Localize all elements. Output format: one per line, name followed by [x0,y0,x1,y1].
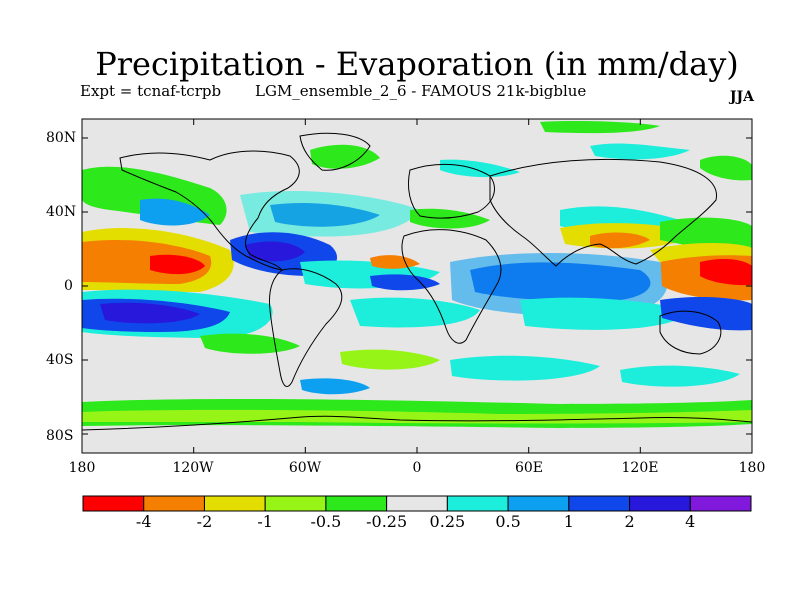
lon-tick-label: 120W [172,460,214,476]
caribbean-indigo [245,241,305,262]
colorbar-label: -2 [196,512,213,531]
sind-cyan [520,297,690,330]
figure-title: Precipitation - Evaporation (in mm/day) [95,45,739,83]
colorbar-box [568,495,631,512]
wpac-green [660,217,752,251]
colorbar-box [507,495,570,512]
colorbar-label: 2 [624,512,635,531]
lat-tick-label: 80S [46,428,74,444]
lon-tick-label: 120E [621,460,659,476]
experiment-label: Expt = tcnaf-tcrpb [80,82,222,100]
lat-tick-label: 40N [46,204,77,220]
run-label: LGM_ensemble_2_6 - FAMOUS 21k-bigblue [255,82,587,100]
sh-blue-band [300,378,370,395]
arctic-green-patch [540,121,660,134]
colorbar-box [689,495,752,512]
asia-orange [590,232,650,249]
colorbar-label: 1 [563,512,574,531]
axis-ticks [82,119,752,453]
spac-indigo [100,302,200,324]
season-label: JJA [729,89,754,105]
coast-south-america [269,268,343,387]
colorbar-label: 0.25 [429,512,466,531]
coast-antarctica [82,415,752,431]
colorbar-box [264,495,327,512]
coast-asia [489,158,717,267]
epac-red-core [150,254,205,275]
colorbar-label: -0.25 [366,512,408,531]
colorbar-label: -4 [135,512,152,531]
colorbar-box [386,495,448,512]
sh-green-band [340,349,440,370]
lon-tick-label: 60W [288,460,322,476]
lon-tick-label: 180 [738,460,766,476]
colorbar-box [203,495,266,512]
sh-cyan-band [450,355,600,381]
coast-north-america [119,150,300,271]
colorbar [82,495,752,512]
arctic-cyan-patch [590,143,690,160]
colorbar-box [325,495,388,512]
satl-cyan [350,297,480,328]
sh-green-band [200,333,300,354]
lon-tick-label: 180 [68,460,96,476]
wpac-red [700,259,752,286]
sh-cyan-band [620,365,740,387]
colorbar-label: -1 [257,512,273,531]
colorbar-label: -0.5 [310,512,342,531]
coastlines [82,132,752,431]
antarctic-coast-gray [82,424,752,453]
colorbar-box [82,495,145,512]
southern-ocean-light-green [82,409,752,424]
npac-blue-band [140,198,210,226]
saus-blue [660,297,752,331]
lat-tick-label: 0 [64,278,73,294]
coast-greenland [299,132,371,171]
nh-green-patch [310,144,380,169]
colorbar-label: 4 [685,512,696,531]
coast-europe [407,163,495,219]
coast-australia [659,310,722,355]
natl-cyan-band [240,190,420,237]
trop-atl-blue [370,274,440,291]
nh-green-patch [700,155,752,181]
trop-atl-orange [370,255,420,269]
colorbar-label: 0.5 [495,512,521,531]
europe-green [410,208,490,229]
wpac-yellow [650,243,752,262]
contour-field [82,121,752,453]
colorbar-box [446,495,509,512]
coast-africa [401,229,502,344]
lat-tick-label: 40S [46,352,74,368]
lon-tick-label: 0 [412,460,422,476]
lon-tick-label: 60E [514,460,544,476]
colorbar-box [629,495,691,512]
colorbar-box [143,495,205,512]
lat-tick-label: 80N [46,130,77,146]
